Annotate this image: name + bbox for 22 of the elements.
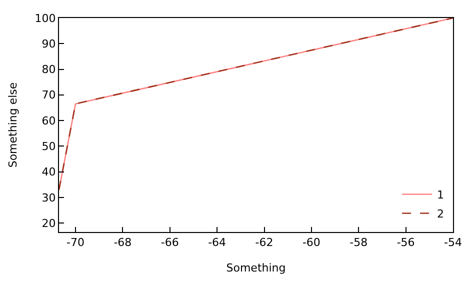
y-tick-label: 30 bbox=[42, 191, 56, 204]
y-axis-title: Something else bbox=[6, 82, 20, 168]
y-tick-label: 20 bbox=[42, 216, 56, 230]
y-tick-label: 90 bbox=[42, 37, 56, 50]
legend-label: 2 bbox=[437, 208, 444, 221]
x-tick-label: -64 bbox=[208, 236, 226, 250]
x-tick-label: -60 bbox=[302, 236, 320, 250]
x-tick-label: -70 bbox=[66, 236, 84, 250]
x-tick-label: -58 bbox=[350, 236, 368, 250]
y-tick-label: 60 bbox=[42, 114, 56, 128]
x-tick-label: -62 bbox=[255, 236, 274, 250]
x-axis-title: Something bbox=[226, 261, 286, 274]
y-tick-label: 80 bbox=[42, 63, 56, 76]
y-tick-label: 70 bbox=[42, 88, 56, 102]
legend-label: 1 bbox=[437, 188, 444, 202]
x-tick-label: -68 bbox=[114, 236, 132, 250]
x-tick-label: -54 bbox=[444, 236, 462, 250]
y-tick-label: 100 bbox=[34, 12, 56, 25]
y-tick-label: 40 bbox=[42, 166, 56, 179]
x-tick-label: -66 bbox=[160, 236, 179, 250]
x-tick-label: -56 bbox=[396, 236, 415, 250]
y-tick-label: 50 bbox=[42, 140, 56, 153]
